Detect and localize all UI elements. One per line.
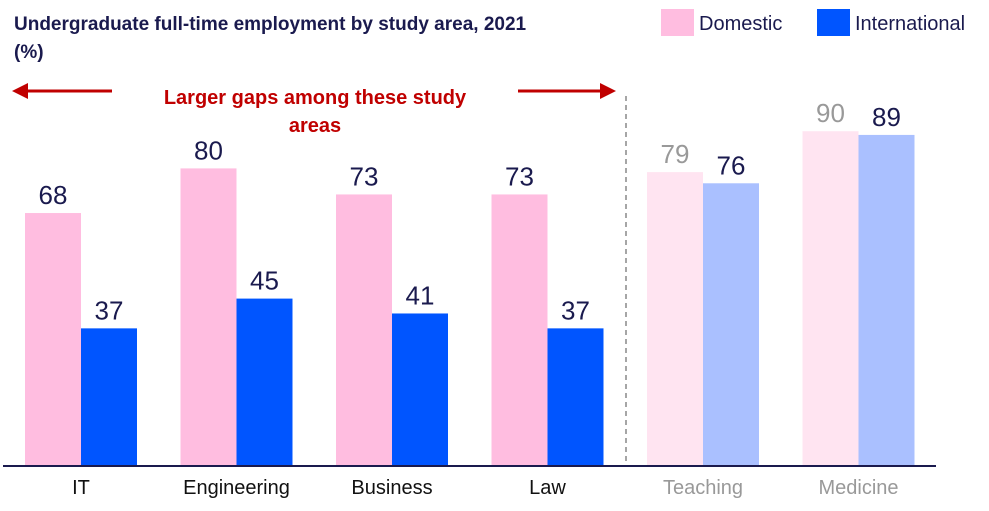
value-label-it-international: 37 [95, 295, 124, 325]
value-label-it-domestic: 68 [39, 180, 68, 210]
category-label-medicine: Medicine [818, 477, 898, 499]
legend-label-international: International [855, 13, 965, 35]
bar-it-domestic [25, 213, 81, 466]
category-label-business: Business [351, 477, 432, 499]
legend-swatch-domestic [661, 9, 694, 36]
value-label-business-domestic: 73 [350, 161, 379, 191]
category-label-teaching: Teaching [663, 477, 743, 499]
value-label-business-international: 41 [406, 280, 435, 310]
bar-engineering-international [236, 298, 293, 466]
value-label-engineering-international: 45 [250, 266, 279, 296]
bar-law-domestic [491, 194, 548, 466]
legend-label-domestic: Domestic [699, 13, 782, 35]
value-label-engineering-domestic: 80 [194, 135, 223, 165]
bar-law-international [547, 328, 604, 466]
bar-it-international [81, 328, 137, 466]
bar-engineering-domestic [180, 168, 237, 466]
legend-swatch-international [817, 9, 850, 36]
bar-business-domestic [336, 194, 392, 466]
value-label-law-international: 37 [561, 295, 590, 325]
annotation-arrow-left-head [12, 83, 28, 99]
bar-business-international [392, 313, 448, 466]
value-label-medicine-domestic: 90 [816, 98, 845, 128]
value-label-medicine-international: 89 [872, 102, 901, 132]
annotation-arrow-right-head [600, 83, 616, 99]
annotation-text-line-1: Larger gaps among these study [164, 87, 467, 109]
value-label-teaching-domestic: 79 [661, 139, 690, 169]
bars-layer: 68 37 IT 80 45 Engineering 73 41 Business 73 37 Law… [25, 98, 915, 499]
category-label-law: Law [529, 477, 566, 499]
chart-title-line-1: Undergraduate full-time employment by st… [14, 14, 527, 35]
category-label-engineering: Engineering [183, 477, 290, 499]
bar-teaching-domestic [647, 172, 703, 466]
bar-medicine-domestic [802, 131, 859, 466]
category-label-it: IT [72, 477, 90, 499]
bar-teaching-international [703, 183, 759, 466]
bar-medicine-international [858, 134, 915, 467]
annotation-text-line-2: areas [289, 115, 341, 137]
value-label-teaching-international: 76 [717, 150, 746, 180]
chart-title-line-2: (%) [14, 42, 44, 63]
value-label-law-domestic: 73 [505, 161, 534, 191]
